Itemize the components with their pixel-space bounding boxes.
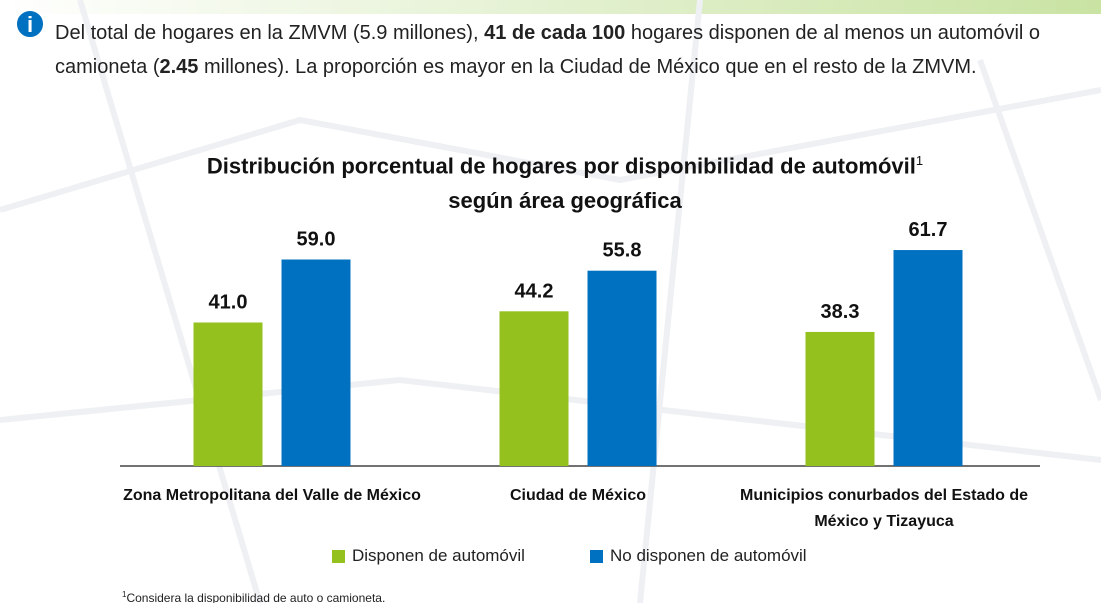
x-tick-label: Municipios conurbados del Estado de Méxi… [739, 487, 1029, 530]
title-note: 1 [915, 153, 924, 168]
footnote: 1Considera la disponibilidad de auto o c… [122, 590, 385, 603]
bar [805, 331, 875, 466]
svg-text:i: i [27, 12, 33, 37]
footnote-text: Considera la disponibilidad de auto o ca… [126, 591, 386, 603]
bar [893, 250, 963, 466]
data-label: 55.8 [603, 240, 642, 262]
intro-text: millones). La proporción es mayor en la … [198, 56, 977, 78]
intro-bold: 41 de cada 100 [484, 22, 626, 44]
legend-swatch [332, 549, 345, 563]
x-tick-label: Zona Metropolitana del Valle de México [123, 487, 421, 504]
data-label: 41.0 [209, 292, 248, 314]
data-label: 44.2 [515, 280, 554, 302]
title-line: según área geográfica [448, 188, 682, 214]
bar [281, 259, 351, 466]
data-label: 61.7 [909, 219, 948, 241]
intro-text: hogares disponen de al menos un automóvi… [55, 22, 1041, 78]
intro-text: Del total de hogares en la ZMVM (5.9 mil… [55, 22, 485, 44]
chart-title: Distribución porcentual de hogares por d… [0, 143, 1101, 218]
intro: Del total de hogares en la ZMVM (5.9 mil… [55, 16, 1055, 84]
legend-item: Disponen de automóvil [332, 546, 525, 566]
legend-swatch [590, 549, 603, 563]
footnote-marker: 1 [122, 590, 127, 599]
x-tick-label: Ciudad de México [509, 487, 647, 504]
intro-bold: 2.45 [159, 56, 199, 78]
bar [587, 270, 657, 466]
legend-label: No disponen de automóvil [610, 546, 807, 565]
data-label: 38.3 [821, 301, 860, 323]
title-line: Distribución porcentual de hogares por d… [206, 153, 916, 179]
legend-label: Disponen de automóvil [352, 546, 525, 565]
legend-item: No disponen de automóvil [590, 546, 807, 566]
bar [193, 322, 263, 466]
data-label: 59.0 [297, 229, 336, 251]
bar [499, 311, 569, 466]
